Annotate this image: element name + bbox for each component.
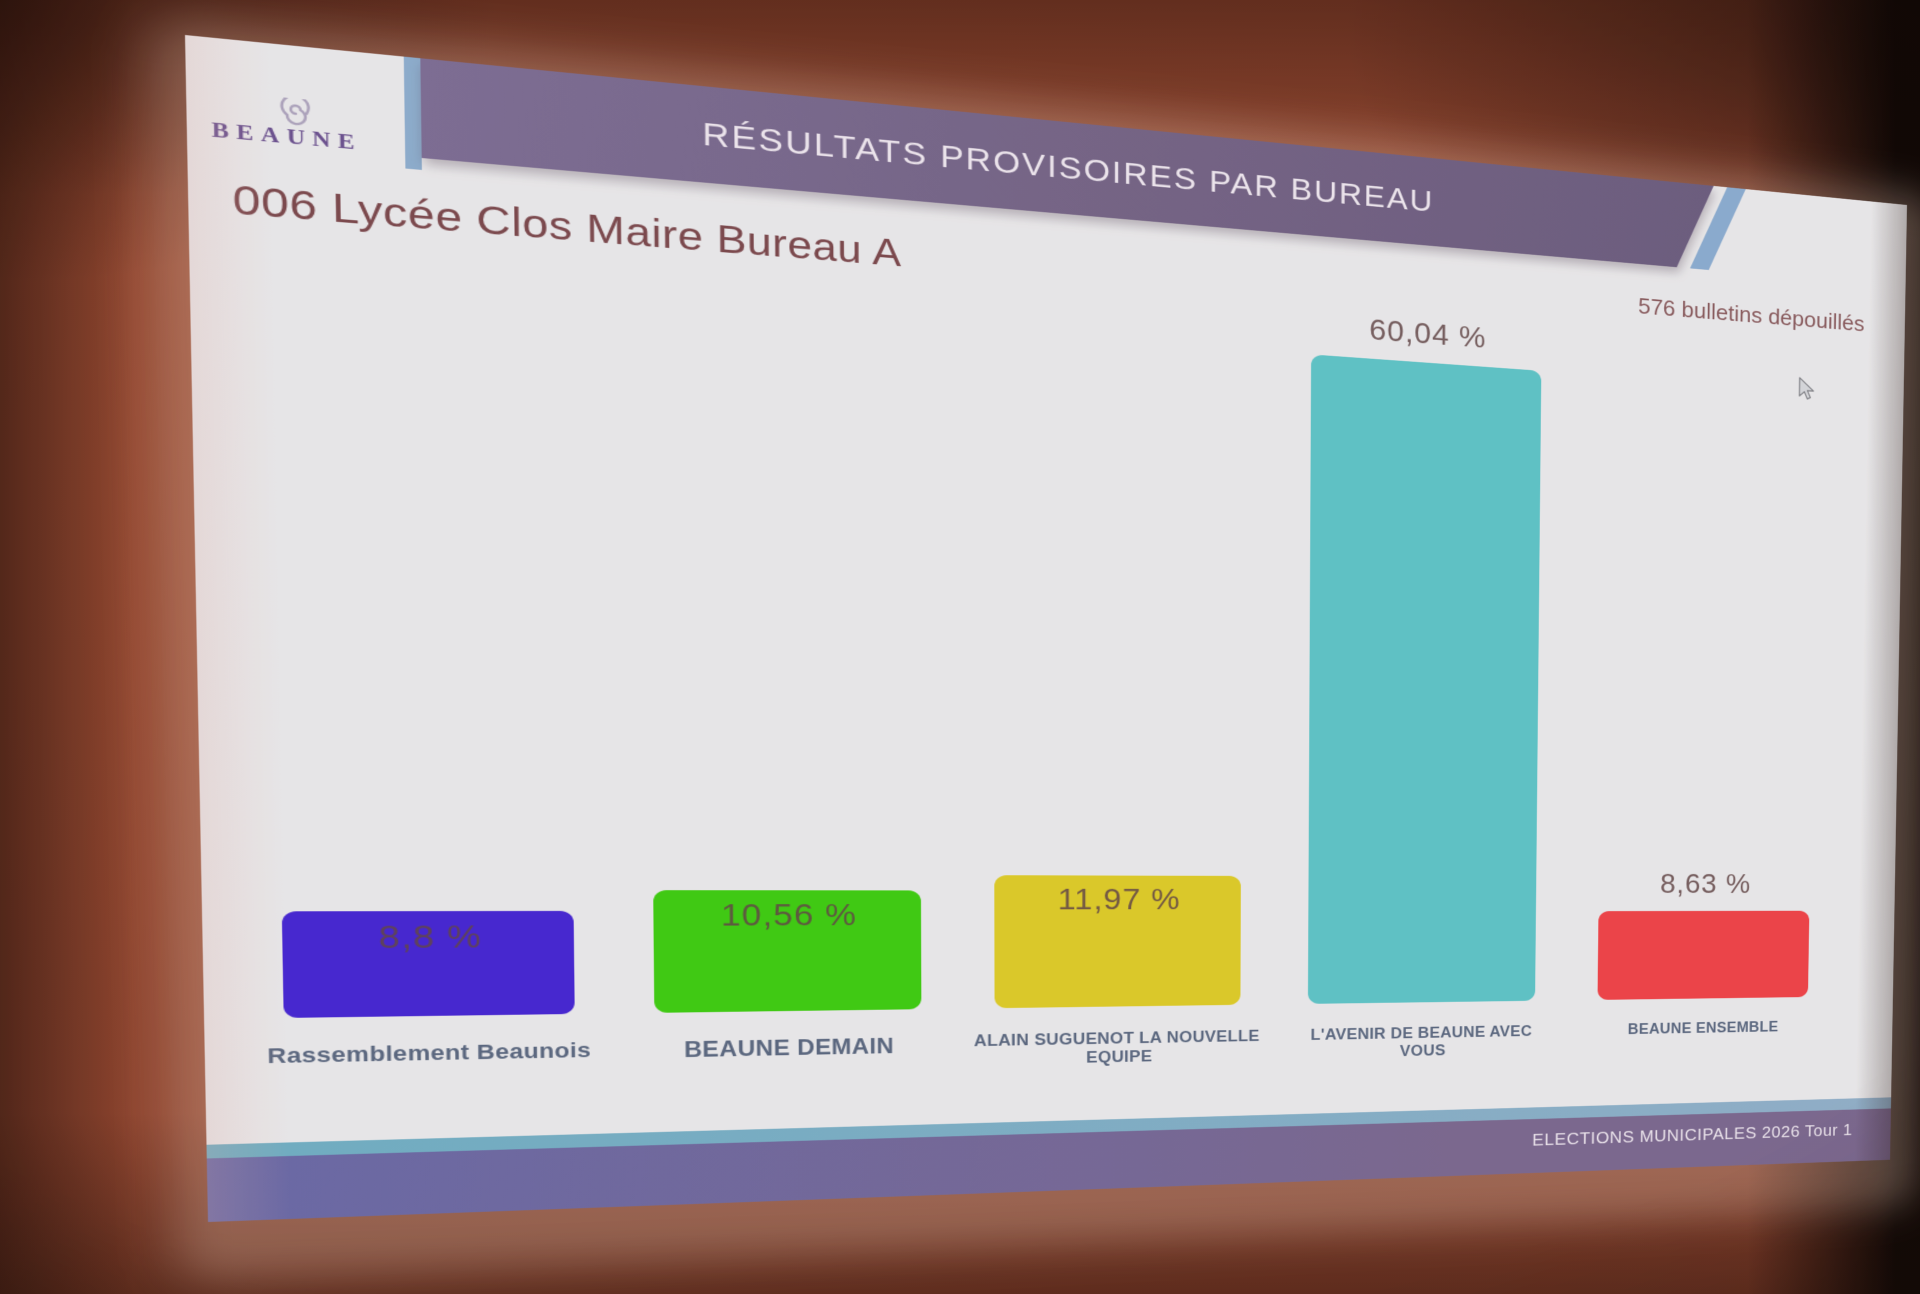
bar-value-label-1: 10,56 % [720,897,857,933]
bar-value-label-3: 60,04 % [1369,312,1487,354]
bar-value-label-0: 8,8 % [378,918,483,955]
bar-category-label-0: Rassemblement Beaunois [267,1038,592,1069]
bar-category-label-4: BEAUNE ENSEMBLE [1627,1018,1779,1038]
bar-4 [1597,910,1810,1000]
mouse-pointer-icon [1796,376,1816,404]
bar-value-label-2: 11,97 % [1057,882,1181,916]
bar-chart: 8,8 % Rassemblement Beaunois 10,56 % BEAUNE… [185,35,1907,1222]
bar-3 [1307,354,1542,1004]
bar-category-label-3: L'AVENIR DE BEAUNE AVEC VOUS [1310,1022,1533,1060]
bar-value-label-4: 8,63 % [1659,868,1752,899]
projection-area: RÉSULTATS PROVISOIRES PAR BUREAU BEAUNE … [149,15,1920,1284]
results-slide: RÉSULTATS PROVISOIRES PAR BUREAU BEAUNE … [185,35,1908,1223]
bar-category-label-1: BEAUNE DEMAIN [683,1034,894,1062]
bar-category-label-2: ALAIN SUGUENOT LA NOUVELLE EQUIPE [973,1027,1260,1067]
footer-caption: ELECTIONS MUNICIPALES 2026 Tour 1 [1532,1121,1853,1150]
